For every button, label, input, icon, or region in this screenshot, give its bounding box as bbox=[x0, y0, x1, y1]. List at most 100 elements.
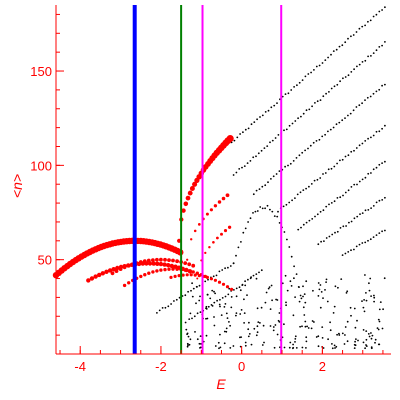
black-point bbox=[191, 295, 194, 298]
black-point bbox=[317, 295, 320, 297]
black-point bbox=[311, 320, 314, 322]
black-point bbox=[365, 330, 368, 332]
black-point bbox=[294, 296, 296, 298]
black-point bbox=[350, 150, 353, 153]
black-point bbox=[364, 209, 367, 212]
red-point bbox=[122, 265, 127, 270]
black-point bbox=[327, 56, 329, 59]
black-point bbox=[250, 276, 253, 279]
black-point bbox=[242, 131, 244, 134]
black-point bbox=[248, 333, 251, 335]
black-point bbox=[196, 338, 199, 341]
red-point bbox=[115, 265, 120, 271]
black-point bbox=[226, 317, 229, 319]
black-point bbox=[188, 343, 191, 346]
red-point bbox=[93, 274, 98, 279]
black-point bbox=[255, 189, 258, 192]
black-point bbox=[364, 274, 366, 276]
black-point bbox=[216, 299, 219, 302]
black-point bbox=[310, 71, 312, 74]
black-point bbox=[322, 95, 325, 98]
black-point bbox=[247, 328, 250, 331]
red-point bbox=[126, 263, 131, 268]
black-point bbox=[221, 297, 224, 299]
black-point bbox=[338, 334, 341, 336]
black-point bbox=[188, 318, 191, 320]
black-point bbox=[358, 144, 361, 147]
black-point bbox=[259, 116, 261, 118]
black-point bbox=[302, 295, 304, 298]
black-point bbox=[217, 341, 220, 344]
black-point bbox=[194, 331, 196, 333]
black-point bbox=[362, 329, 365, 331]
red-point bbox=[226, 134, 234, 143]
black-point bbox=[244, 344, 247, 347]
black-point bbox=[255, 277, 258, 280]
black-point bbox=[227, 293, 230, 296]
black-point bbox=[335, 123, 338, 126]
black-point bbox=[372, 168, 375, 171]
black-point bbox=[235, 171, 238, 174]
y-tick-label: 150 bbox=[30, 64, 52, 79]
black-point bbox=[185, 328, 188, 331]
red-point bbox=[217, 280, 222, 284]
black-point bbox=[325, 278, 328, 281]
black-point bbox=[382, 308, 384, 311]
black-point bbox=[227, 266, 229, 269]
black-point bbox=[322, 209, 325, 212]
red-point bbox=[173, 274, 177, 278]
black-point bbox=[347, 74, 350, 77]
red-point bbox=[191, 270, 195, 274]
black-point bbox=[308, 219, 311, 222]
black-point bbox=[346, 320, 349, 323]
black-point bbox=[350, 314, 352, 317]
black-point bbox=[369, 238, 372, 241]
black-point bbox=[334, 231, 336, 234]
black-point bbox=[186, 342, 189, 345]
black-point bbox=[337, 286, 339, 289]
black-point bbox=[269, 308, 272, 310]
black-point bbox=[261, 185, 264, 188]
black-point bbox=[342, 194, 344, 197]
black-point bbox=[243, 312, 246, 314]
black-point bbox=[262, 324, 265, 327]
black-point bbox=[189, 338, 192, 341]
black-point bbox=[272, 329, 275, 332]
red-point bbox=[217, 200, 222, 204]
black-point bbox=[184, 294, 187, 297]
black-point bbox=[365, 344, 367, 346]
black-point bbox=[235, 295, 238, 298]
black-point bbox=[312, 289, 314, 292]
black-point bbox=[355, 245, 358, 248]
black-point bbox=[271, 139, 274, 142]
black-point bbox=[353, 343, 356, 346]
black-point bbox=[264, 207, 266, 210]
black-point bbox=[346, 340, 349, 343]
black-point bbox=[294, 120, 297, 122]
black-point bbox=[178, 296, 181, 299]
black-point bbox=[191, 317, 193, 320]
black-point bbox=[272, 326, 275, 328]
red-point bbox=[159, 268, 163, 272]
black-point bbox=[335, 345, 338, 348]
black-point bbox=[255, 273, 258, 275]
black-point bbox=[186, 345, 189, 348]
black-point bbox=[384, 6, 386, 9]
black-point bbox=[374, 341, 376, 344]
x-tick-label: -2 bbox=[155, 359, 167, 374]
black-point bbox=[362, 306, 365, 309]
black-point bbox=[207, 305, 210, 308]
black-point bbox=[278, 222, 281, 224]
black-point bbox=[369, 19, 372, 22]
black-point bbox=[299, 294, 302, 297]
red-point bbox=[209, 208, 213, 212]
black-point bbox=[346, 290, 349, 293]
black-point bbox=[230, 296, 233, 298]
black-point bbox=[344, 155, 347, 158]
black-point bbox=[213, 290, 215, 293]
black-point bbox=[266, 204, 269, 207]
black-point bbox=[270, 284, 273, 287]
black-point bbox=[344, 326, 347, 328]
black-point bbox=[275, 298, 277, 301]
